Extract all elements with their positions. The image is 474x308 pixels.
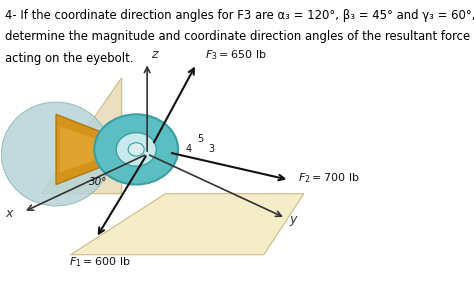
- Text: $F_2 = 700\ \mathrm{lb}$: $F_2 = 700\ \mathrm{lb}$: [298, 172, 360, 185]
- Text: 4- If the coordinate direction angles for F3 are α₃ = 120°, β₃ = 45° and γ₃ = 60: 4- If the coordinate direction angles fo…: [5, 9, 474, 22]
- Text: x: x: [5, 207, 12, 220]
- Text: determine the magnitude and coordinate direction angles of the resultant force: determine the magnitude and coordinate d…: [5, 30, 470, 43]
- Polygon shape: [71, 194, 304, 255]
- Text: y: y: [289, 213, 297, 226]
- Ellipse shape: [1, 102, 111, 206]
- Ellipse shape: [116, 133, 156, 166]
- Text: 4: 4: [186, 144, 192, 155]
- Text: z: z: [152, 48, 158, 61]
- Ellipse shape: [94, 114, 178, 184]
- Polygon shape: [41, 78, 122, 194]
- Text: 5: 5: [197, 134, 203, 144]
- Text: 30°: 30°: [89, 176, 107, 187]
- Text: $F_3 = 650\ \mathrm{lb}$: $F_3 = 650\ \mathrm{lb}$: [205, 48, 267, 62]
- Polygon shape: [56, 114, 111, 184]
- Text: $F_1 = 600\ \mathrm{lb}$: $F_1 = 600\ \mathrm{lb}$: [69, 255, 131, 269]
- Text: 3: 3: [208, 144, 214, 155]
- Text: acting on the eyebolt.: acting on the eyebolt.: [5, 52, 134, 65]
- Circle shape: [128, 143, 144, 156]
- Polygon shape: [60, 127, 103, 172]
